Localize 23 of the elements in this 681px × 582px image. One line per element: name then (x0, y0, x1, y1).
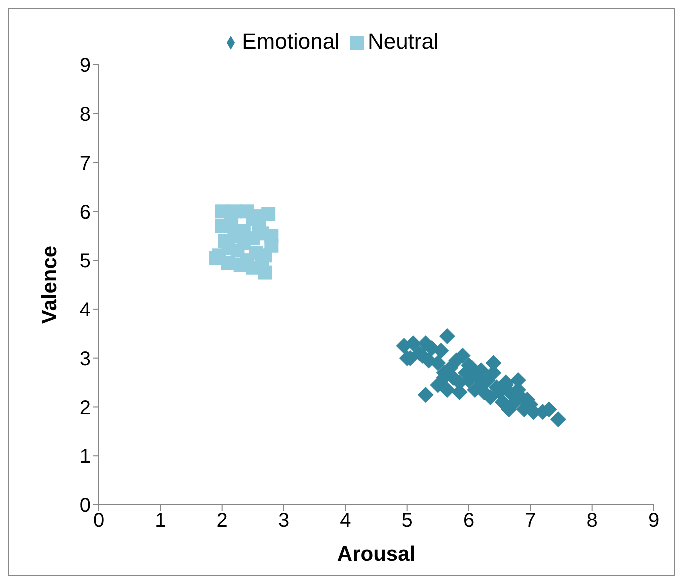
x-tick-label: 6 (463, 510, 475, 532)
x-tick-label: 7 (525, 510, 536, 532)
y-axis-title: Valence (38, 246, 62, 324)
x-tick-label: 4 (340, 510, 352, 532)
x-tick-label: 9 (648, 510, 660, 532)
x-tick-label: 1 (155, 510, 166, 532)
x-axis-title: Arousal (337, 543, 416, 566)
x-tick-label: 8 (586, 510, 598, 532)
y-tick-label: 7 (80, 152, 91, 175)
y-tick-label: 6 (80, 202, 91, 224)
y-tick-label: 1 (80, 446, 91, 468)
y-tick-label: 0 (80, 495, 91, 518)
x-tick-label: 3 (278, 510, 290, 532)
y-tick-label: 3 (80, 348, 91, 370)
y-tick-label: 4 (80, 300, 91, 322)
legend-label: Neutral (368, 29, 439, 54)
y-tick-label: 5 (80, 250, 91, 273)
x-tick-label: 5 (402, 510, 413, 532)
legend-label: Emotional (242, 29, 340, 54)
x-tick-label: 2 (216, 510, 228, 532)
y-tick-label: 2 (80, 397, 91, 420)
y-tick-label: 8 (80, 104, 91, 126)
y-tick-label: 9 (80, 55, 91, 78)
